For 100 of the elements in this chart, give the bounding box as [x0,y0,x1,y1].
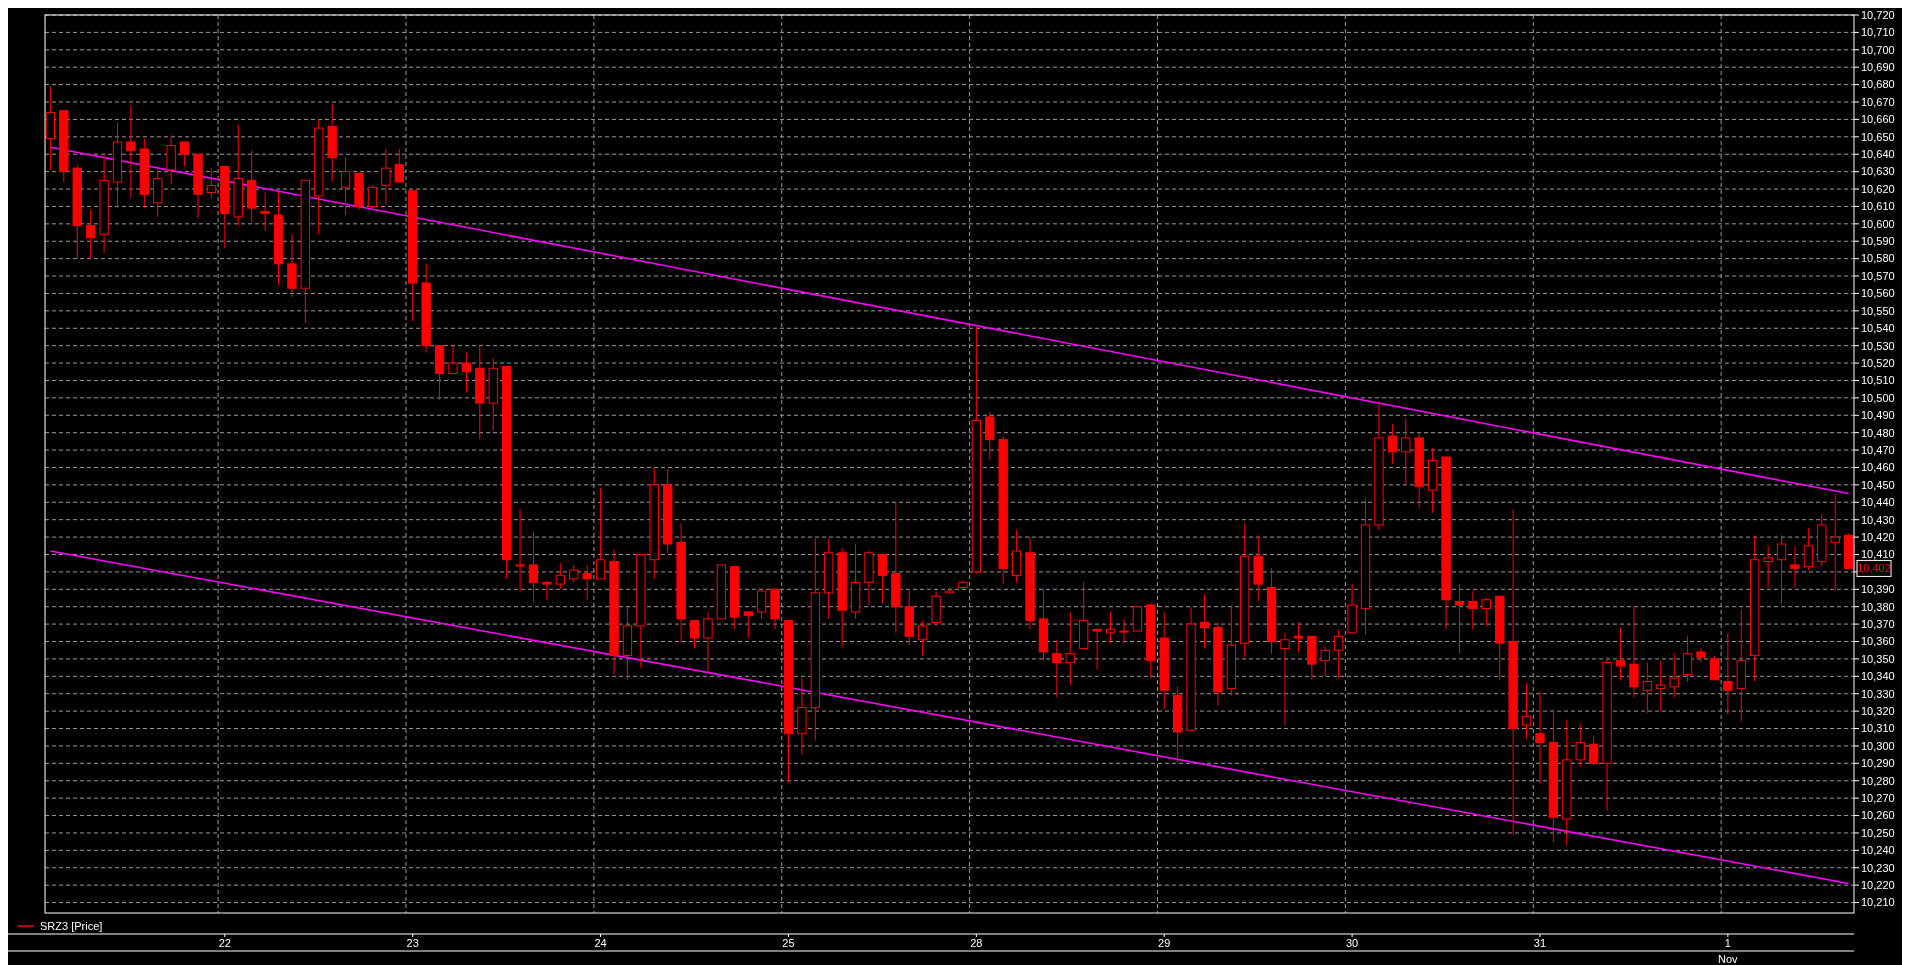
candlestick [1387,423,1398,465]
y-tick-label: 10,490 [1861,409,1895,422]
candlestick [1320,646,1330,677]
candlestick [1293,621,1304,653]
y-tick-label: 10,520 [1861,356,1895,369]
y-tick-label: 10,310 [1861,722,1895,735]
x-tick-label: 24 [594,937,607,949]
y-tick-label: 10,280 [1861,774,1895,787]
y-tick-label: 10,580 [1861,252,1895,265]
y-tick-label: 10,640 [1861,148,1895,161]
candlestick [743,611,753,639]
y-tick-label: 10,440 [1861,496,1895,509]
candlestick [918,620,928,656]
candlestick [1575,722,1585,768]
y-tick-label: 10,290 [1861,757,1895,770]
y-tick-label: 10,450 [1861,478,1895,491]
candlestick [381,148,391,206]
candlestick [1535,691,1545,785]
candlestick [1656,660,1666,712]
candlestick [1481,597,1491,627]
candlestick [1468,590,1478,630]
y-tick-label: 10,360 [1861,635,1895,648]
y-tick-label: 10,300 [1861,739,1895,752]
y-tick-label: 10,670 [1861,95,1895,108]
y-tick-label: 10,530 [1861,339,1895,352]
y-tick-label: 10,340 [1861,670,1895,683]
y-tick-label: 10,420 [1861,530,1895,543]
x-tick-label: 31 [1533,937,1547,949]
y-tick-label: 10,510 [1861,374,1895,387]
y-tick-label: 10,570 [1861,269,1895,282]
candlestick [85,209,96,260]
candlestick [179,141,190,167]
candlestick [1790,545,1800,589]
y-tick-label: 10,690 [1861,61,1895,74]
candlestick [1588,734,1599,766]
y-tick-label: 10,610 [1861,200,1895,213]
candlestick [1682,635,1693,683]
candlestick [1723,632,1733,716]
candlestick [448,345,458,374]
y-tick-label: 10,620 [1861,182,1895,195]
candlestick [340,157,351,216]
candlestick [1776,534,1787,604]
candlestick [1280,632,1290,726]
y-tick-label: 10,320 [1861,704,1895,717]
x-tick-label: 23 [406,937,419,949]
y-tick-label: 10,680 [1861,78,1895,91]
candlestick [461,352,472,394]
y-tick-label: 10,470 [1861,443,1895,456]
x-tick-label: 29 [1158,937,1171,949]
y-tick-label: 10,660 [1861,113,1895,126]
candlestick [1615,627,1626,681]
candlestick [528,531,539,602]
candlestick [1199,594,1210,649]
candlestick [1521,682,1532,740]
candlestick [367,185,378,209]
y-tick-label: 10,720 [1861,8,1895,21]
candlestick [260,192,270,232]
y-tick-label: 10,350 [1861,652,1895,665]
x-tick-label: 25 [782,937,795,949]
candlestick [1669,653,1679,698]
y-tick-label: 10,460 [1861,461,1895,474]
candlestick [1629,606,1639,698]
candlestick [394,148,404,183]
legend-label: SRZ3 [Price] [40,919,103,932]
y-tick-label: 10,650 [1861,130,1895,143]
candlestick [126,105,136,199]
y-tick-label: 10,270 [1861,791,1895,804]
x-tick-label: 1 [1724,937,1731,949]
candlestick [1052,639,1062,698]
y-tick-label: 10,330 [1861,687,1895,700]
y-tick-label: 10,430 [1861,513,1895,526]
candlestick [689,620,700,649]
candlestick [582,564,592,601]
x-tick-label: 22 [218,937,231,949]
y-tick-label: 10,560 [1861,287,1895,300]
y-tick-label: 10,250 [1861,826,1895,839]
candlestick [1642,661,1652,714]
candlestick [555,562,565,590]
y-tick-label: 10,700 [1861,43,1895,56]
candlestick [703,611,713,674]
y-tick-label: 10,240 [1861,844,1895,857]
y-tick-label: 10,590 [1861,235,1895,248]
candlestick [1696,647,1706,663]
x-tick-label: 28 [970,937,983,949]
y-tick-label: 10,220 [1861,879,1895,892]
candlestick [1092,628,1102,670]
y-tick-label: 10,550 [1861,304,1895,317]
x-tick-label: 30 [1345,937,1359,949]
y-tick-label: 10,540 [1861,322,1895,335]
candlestick [1334,628,1344,679]
y-tick-label: 10,260 [1861,809,1895,822]
y-tick-label: 10,210 [1861,896,1895,909]
candlestick [877,554,888,604]
candlestick [756,590,767,620]
candlestick [1830,493,1840,592]
y-tick-label: 10,410 [1861,548,1895,561]
y-tick-label: 10,370 [1861,617,1895,630]
candlestick [985,411,995,462]
candlestick [1709,654,1720,681]
annotation: 10,402 [1857,562,1891,575]
